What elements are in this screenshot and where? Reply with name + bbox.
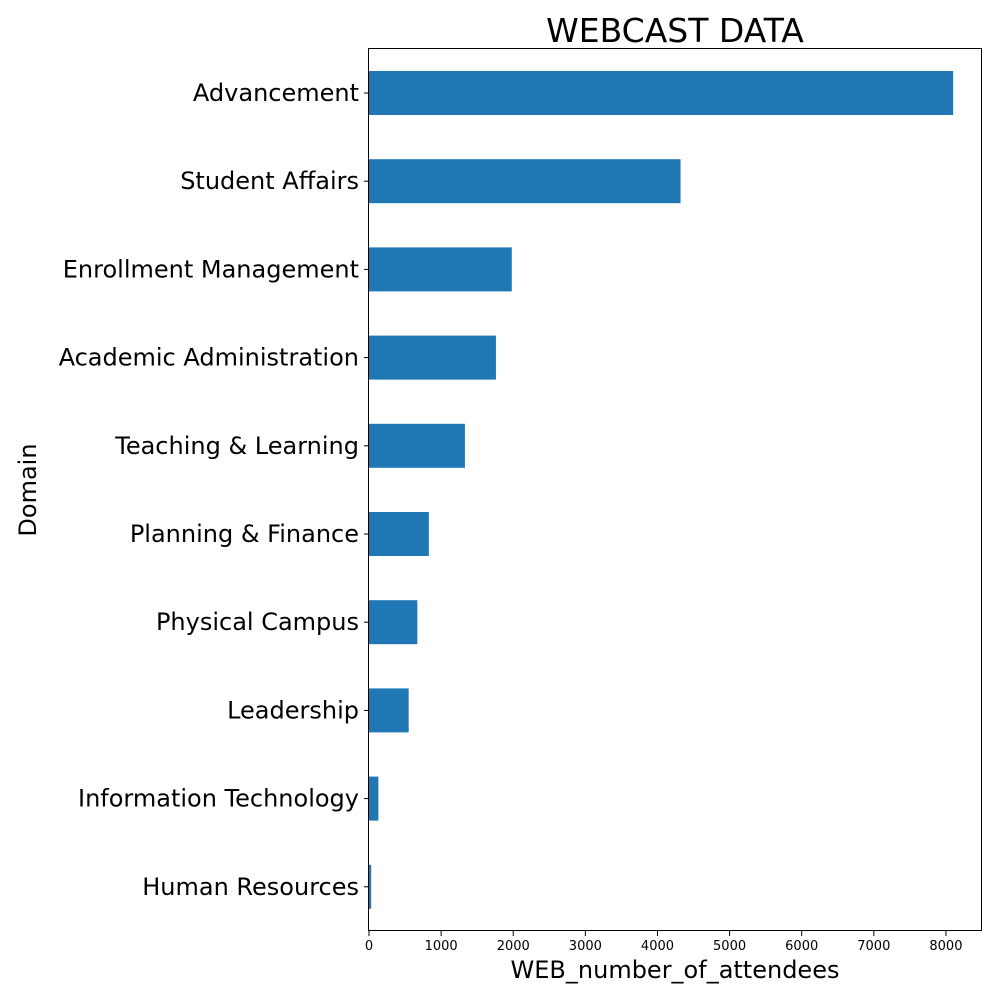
x-tick-label: 4000 [641,939,674,954]
x-tick-label: 2000 [497,939,530,954]
bar-planning-finance [369,512,429,556]
x-tick-label: 7000 [857,939,890,954]
y-axis-label: Domain [14,443,42,536]
x-tick-label: 3000 [569,939,602,954]
x-tick-label: 0 [365,939,373,954]
category-labels-group: Advancement Student Affairs Enrollment Man… [59,79,369,901]
x-tick-label: 8000 [929,939,962,954]
bar-teaching-learning [369,423,465,468]
category-label: Teaching & Learning [114,432,359,460]
bar-leadership [369,688,409,733]
category-label: Physical Campus [156,608,359,636]
plot-frame [368,48,982,931]
bars-group [369,71,954,909]
bar-academic-administration [369,335,496,380]
bar-information-technology [369,776,379,821]
bar-physical-campus [369,600,418,645]
category-label: Student Affairs [180,167,359,195]
bar-human-resources [369,864,372,909]
x-tick-label: 1000 [425,939,458,954]
category-label: Enrollment Management [63,255,359,283]
x-ticks-group: 0 1000 2000 3000 4000 5000 6000 7000 8000 [365,931,962,954]
category-label: Human Resources [142,873,359,901]
x-axis-label: WEB_number_of_attendees [511,956,840,984]
chart-title: WEBCAST DATA [546,11,804,50]
category-label: Leadership [227,696,359,724]
x-tick-label: 5000 [713,939,746,954]
bar-student-affairs [369,159,681,204]
bar-enrollment-management [369,247,512,292]
bar-advancement [369,71,954,115]
category-label: Academic Administration [59,344,359,372]
category-label: Information Technology [78,785,359,813]
category-label: Advancement [193,79,359,107]
x-tick-label: 6000 [785,939,818,954]
category-label: Planning & Finance [130,520,359,548]
